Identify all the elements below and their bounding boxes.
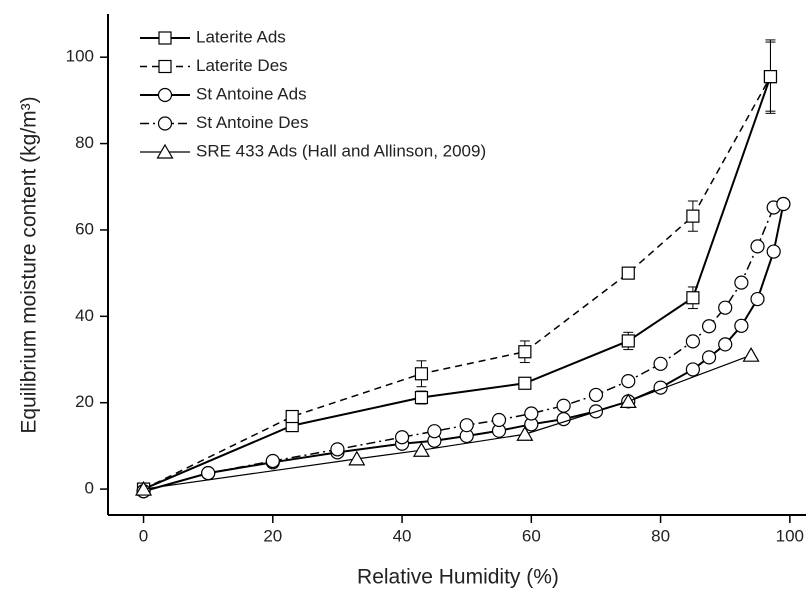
- marker: [734, 275, 749, 290]
- marker: [685, 334, 700, 349]
- legend-marker: [157, 116, 173, 131]
- marker: [414, 390, 429, 405]
- marker: [718, 300, 733, 315]
- marker: [734, 318, 749, 333]
- series-line: [143, 354, 752, 490]
- y-tick-label: 0: [85, 479, 94, 498]
- marker: [265, 453, 280, 469]
- x-axis-title: Relative Humidity (%): [357, 566, 559, 589]
- marker: [394, 430, 410, 445]
- marker: [412, 442, 430, 457]
- marker: [518, 376, 532, 390]
- marker: [201, 466, 216, 481]
- marker: [414, 367, 429, 381]
- series-line: [143, 76, 772, 490]
- legend-marker: [156, 143, 174, 159]
- marker: [742, 346, 760, 362]
- series-line: [143, 203, 784, 492]
- legend-label: Laterite Ads: [196, 27, 286, 46]
- marker: [685, 362, 700, 377]
- marker: [621, 334, 635, 348]
- marker: [701, 319, 717, 334]
- legend-marker: [158, 59, 172, 74]
- marker: [427, 424, 442, 439]
- series-line: [143, 76, 772, 491]
- marker: [686, 291, 700, 305]
- marker: [556, 398, 571, 413]
- marker: [750, 239, 765, 254]
- x-tick-label: 100: [776, 526, 804, 545]
- marker: [750, 291, 765, 307]
- y-tick-label: 40: [75, 306, 94, 325]
- marker: [330, 442, 345, 457]
- marker: [588, 387, 604, 403]
- legend-label: Laterite Des: [196, 56, 288, 75]
- marker: [621, 266, 635, 280]
- marker: [621, 374, 636, 389]
- marker: [718, 337, 733, 352]
- marker: [516, 426, 534, 441]
- marker: [135, 480, 153, 496]
- x-tick-label: 80: [651, 526, 670, 545]
- marker: [701, 350, 717, 365]
- y-axis-title: Equilibrium moisture content (kg/m³): [18, 96, 41, 433]
- legend-marker: [157, 87, 173, 103]
- marker: [686, 209, 700, 223]
- marker: [518, 345, 532, 359]
- marker: [524, 406, 539, 421]
- marker: [491, 412, 507, 428]
- marker: [653, 356, 668, 371]
- legend-label: SRE 433 Ads (Hall and Allinson, 2009): [196, 141, 486, 160]
- marker: [763, 70, 778, 84]
- legend-label: St Antoine Des: [196, 113, 308, 132]
- legend-marker: [158, 31, 172, 45]
- marker: [766, 244, 781, 259]
- x-tick-label: 20: [263, 526, 282, 545]
- x-tick-label: 0: [139, 526, 148, 545]
- legend-label: St Antoine Ads: [196, 84, 307, 103]
- marker: [459, 418, 474, 433]
- x-tick-label: 60: [522, 526, 541, 545]
- x-tick-label: 40: [393, 526, 412, 545]
- marker: [285, 409, 299, 424]
- y-tick-label: 20: [75, 392, 94, 411]
- y-tick-label: 100: [66, 47, 94, 66]
- marker: [619, 393, 637, 409]
- marker: [348, 450, 366, 466]
- y-tick-label: 60: [75, 219, 94, 238]
- y-tick-label: 80: [75, 133, 94, 152]
- marker: [776, 196, 791, 212]
